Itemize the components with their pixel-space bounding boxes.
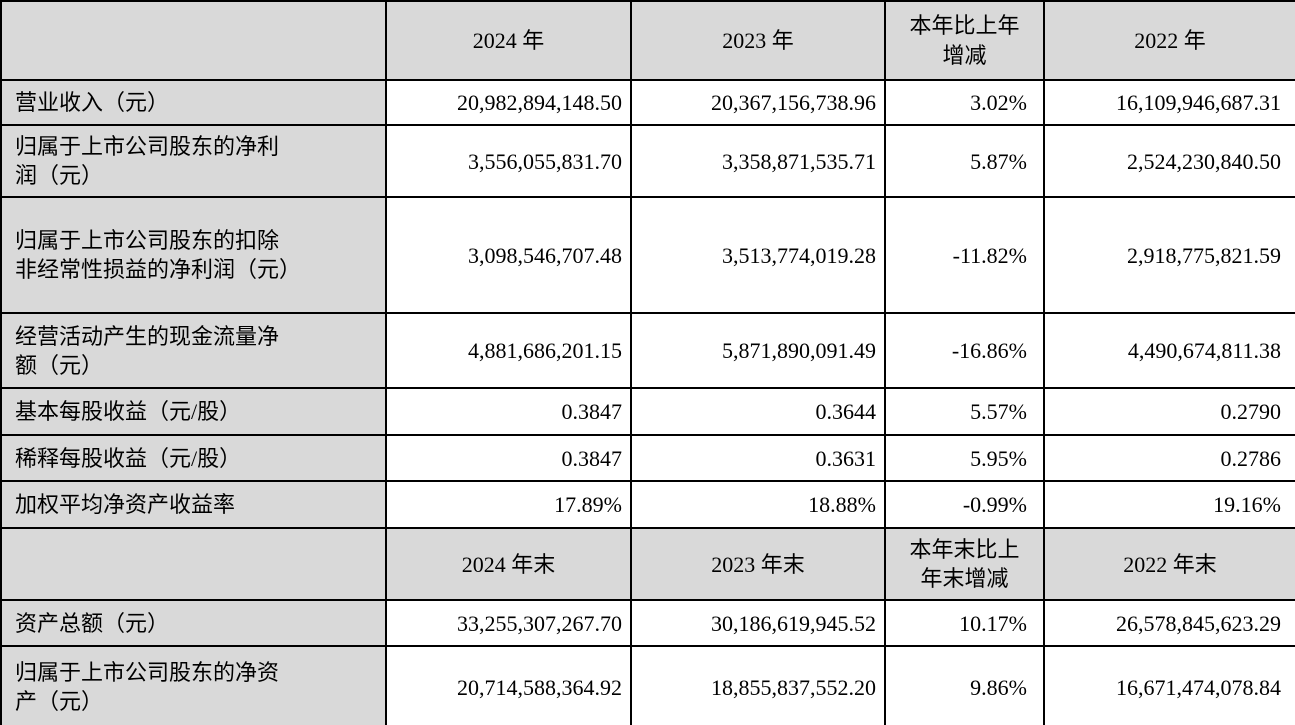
cell-change: 10.17% (884, 599, 1045, 648)
cell-change: 5.57% (884, 387, 1045, 437)
corner-cell (0, 527, 387, 602)
table-row-total-assets: 资产总额（元） 33,255,307,267.70 30,186,619,945… (0, 599, 1295, 648)
table-row-operating-revenue: 营业收入（元） 20,982,894,148.50 20,367,156,738… (0, 79, 1295, 126)
column-header-2023-eoy: 2023 年末 (630, 527, 886, 602)
cell-2022: 2,918,775,821.59 (1043, 196, 1295, 315)
cell-2022: 16,109,946,687.31 (1043, 79, 1295, 126)
cell-2022: 16,671,474,078.84 (1043, 645, 1295, 725)
cell-2024: 0.3847 (385, 434, 632, 483)
row-label: 归属于上市公司股东的扣除非经常性损益的净利润（元） (0, 196, 387, 315)
cell-2024: 20,714,588,364.92 (385, 645, 632, 725)
cell-2022: 2,524,230,840.50 (1043, 123, 1295, 199)
table-row-net-profit: 归属于上市公司股东的净利润（元） 3,556,055,831.70 3,358,… (0, 123, 1295, 199)
cell-2023: 0.3644 (630, 387, 886, 437)
column-header-2024-eoy: 2024 年末 (385, 527, 632, 602)
column-header-2022-eoy: 2022 年末 (1043, 527, 1295, 602)
eoy-header-row: 2024 年末 2023 年末 本年末比上年末增减 2022 年末 (0, 527, 1295, 602)
cell-change: -11.82% (884, 196, 1045, 315)
column-header-change-eoy: 本年末比上年末增减 (884, 527, 1045, 602)
cell-change: 3.02% (884, 79, 1045, 126)
cell-2023: 18.88% (630, 480, 886, 530)
cell-change: 5.87% (884, 123, 1045, 199)
cell-2023: 3,513,774,019.28 (630, 196, 886, 315)
cell-2024: 4,881,686,201.15 (385, 312, 632, 390)
cell-2022: 4,490,674,811.38 (1043, 312, 1295, 390)
cell-2024: 17.89% (385, 480, 632, 530)
column-header-2023: 2023 年 (630, 0, 886, 81)
cell-2022: 26,578,845,623.29 (1043, 599, 1295, 648)
annual-header-row: 2024 年 2023 年 本年比上年增减 2022 年 (0, 0, 1295, 81)
row-label: 加权平均净资产收益率 (0, 480, 387, 530)
cell-2023: 18,855,837,552.20 (630, 645, 886, 725)
table-row-net-profit-excl-nonrecurring: 归属于上市公司股东的扣除非经常性损益的净利润（元） 3,098,546,707.… (0, 196, 1295, 315)
cell-2022: 0.2790 (1043, 387, 1295, 437)
cell-change: -0.99% (884, 480, 1045, 530)
cell-2022: 0.2786 (1043, 434, 1295, 483)
row-label: 经营活动产生的现金流量净额（元） (0, 312, 387, 390)
table-row-weighted-avg-roe: 加权平均净资产收益率 17.89% 18.88% -0.99% 19.16% (0, 480, 1295, 530)
row-label: 归属于上市公司股东的净利润（元） (0, 123, 387, 199)
cell-change: 9.86% (884, 645, 1045, 725)
row-label: 归属于上市公司股东的净资产（元） (0, 645, 387, 725)
table-row-operating-cash-flow: 经营活动产生的现金流量净额（元） 4,881,686,201.15 5,871,… (0, 312, 1295, 390)
cell-2023: 5,871,890,091.49 (630, 312, 886, 390)
table-row-basic-eps: 基本每股收益（元/股） 0.3847 0.3644 5.57% 0.2790 (0, 387, 1295, 437)
cell-2023: 30,186,619,945.52 (630, 599, 886, 648)
cell-2024: 3,098,546,707.48 (385, 196, 632, 315)
table-row-diluted-eps: 稀释每股收益（元/股） 0.3847 0.3631 5.95% 0.2786 (0, 434, 1295, 483)
cell-2024: 3,556,055,831.70 (385, 123, 632, 199)
cell-2023: 20,367,156,738.96 (630, 79, 886, 126)
column-header-2022: 2022 年 (1043, 0, 1295, 81)
column-header-2024: 2024 年 (385, 0, 632, 81)
row-label: 资产总额（元） (0, 599, 387, 648)
cell-2024: 33,255,307,267.70 (385, 599, 632, 648)
column-header-change: 本年比上年增减 (884, 0, 1045, 81)
cell-change: -16.86% (884, 312, 1045, 390)
row-label: 稀释每股收益（元/股） (0, 434, 387, 483)
table-row-net-assets: 归属于上市公司股东的净资产（元） 20,714,588,364.92 18,85… (0, 645, 1295, 725)
cell-2023: 0.3631 (630, 434, 886, 483)
row-label: 营业收入（元） (0, 79, 387, 126)
cell-change: 5.95% (884, 434, 1045, 483)
row-label: 基本每股收益（元/股） (0, 387, 387, 437)
corner-cell (0, 0, 387, 81)
cell-2022: 19.16% (1043, 480, 1295, 530)
cell-2024: 0.3847 (385, 387, 632, 437)
cell-2024: 20,982,894,148.50 (385, 79, 632, 126)
cell-2023: 3,358,871,535.71 (630, 123, 886, 199)
